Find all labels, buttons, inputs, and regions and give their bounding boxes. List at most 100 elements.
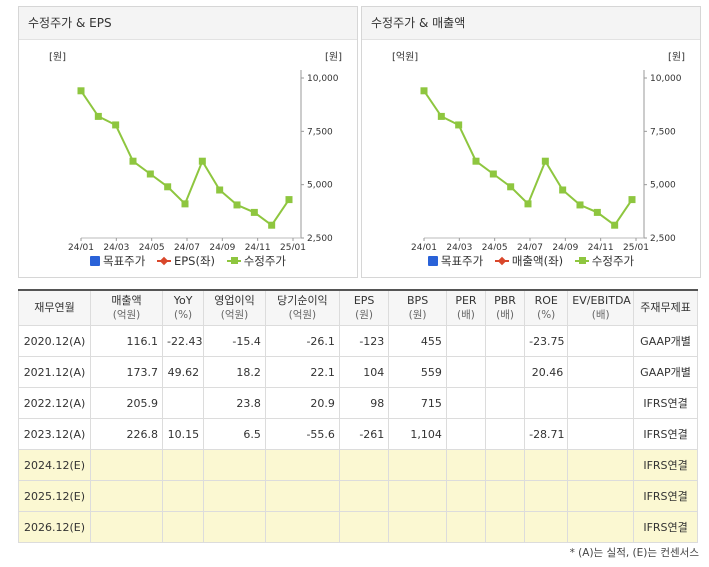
table-cell: 559 [388,356,447,388]
chart-panel-eps: 수정주가 & EPS [원] [원] 10,000 7,500 5,000 2,500 24… [18,6,358,278]
table-cell [203,449,266,481]
table-cell [161,449,205,481]
data-point [216,186,224,194]
table-row: 2023.12(A) 226.8 10.15 6.5 -55.6 -261 1,104 -28… [18,418,698,450]
legend-item-target[interactable]: 목표주가 [427,253,483,269]
legend-item-price[interactable]: 수정주가 [226,253,286,269]
table-cell [567,325,635,357]
table-cell [484,480,526,512]
period-cell: 2020.12(A) [18,325,91,357]
column-header-label: YoY [173,294,193,307]
table-cell [484,356,526,388]
legend-item-eps[interactable]: EPS(좌) [156,253,215,269]
column-header: 영업이익 (억원) [203,289,266,326]
legend-item-target[interactable]: 목표주가 [89,253,145,269]
table-cell: IFRS연결 [633,418,698,450]
table-cell [203,480,266,512]
table-row: 2021.12(A) 173.7 49.62 18.2 22.1 104 559 20.46 G… [18,356,698,388]
table-cell: 226.8 [90,418,163,450]
table-cell [445,449,487,481]
table-cell: -55.6 [264,418,340,450]
column-header-unit: (%) [173,309,193,321]
x-tick-label: 24/03 [446,243,472,250]
table-cell: 49.62 [161,356,205,388]
table-cell: IFRS연결 [633,511,698,543]
table-cell: 455 [388,325,447,357]
y-tick-label: 5,000 [650,181,676,191]
table-cell: -15.4 [203,325,266,357]
column-header-label: 주재무제표 [640,301,691,314]
table-row: 2022.12(A) 205.9 23.8 20.9 98 715 IFRS연결 [18,387,698,419]
data-point [146,170,154,178]
table-cell [445,418,487,450]
table-cell [484,387,526,419]
y-tick-label: 7,500 [650,127,676,137]
table-cell [161,511,205,543]
column-header-unit: (%) [537,309,556,321]
table-cell [445,511,487,543]
table-cell [484,418,526,450]
column-header-unit: (배) [457,309,475,321]
table-cell [567,480,635,512]
table-cell: GAAP개별 [633,356,698,388]
table-cell: IFRS연결 [633,449,698,481]
table-cell [90,511,163,543]
data-point [198,157,206,165]
table-cell: 20.46 [524,356,569,388]
table-cell [524,480,569,512]
column-header-label: EPS [353,294,375,307]
x-tick-label: 24/07 [517,243,543,250]
x-tick-label: 24/09 [552,243,578,250]
y-tick-label: 2,500 [650,234,676,244]
square-icon [89,256,100,266]
column-header-unit: (원) [408,309,427,321]
column-header-unit: (원) [355,309,374,321]
data-point [233,201,241,209]
column-header: PBR (배) [484,289,526,326]
column-header: ROE (%) [524,289,569,326]
data-point [541,157,549,165]
table-cell: GAAP개별 [633,325,698,357]
column-header-label: 영업이익 [214,294,255,307]
chart-panel-sales: 수정주가 & 매출액 [억원] [원] 10,000 7,500 5,000 2,500 2… [361,6,701,278]
table-cell: -28.71 [524,418,569,450]
column-header-label: 재무연월 [34,301,75,314]
data-point [628,196,636,204]
chart-eps-plot: [원] [원] 10,000 7,500 5,000 2,500 24/01 24/03 24/… [49,51,342,250]
table-cell [338,511,390,543]
table-cell [567,511,635,543]
column-header: EV/EBITDA (배) [567,289,635,326]
legend-item-price[interactable]: 수정주가 [574,253,634,269]
line-marker-icon [156,260,171,262]
table-cell [264,511,340,543]
table-cell [161,387,205,419]
table-cell [90,449,163,481]
data-point [576,201,584,209]
x-tick-label: 24/05 [482,243,508,250]
table-row: 2020.12(A) 116.1 -22.43 -15.4 -26.1 -123 455 -2… [18,325,698,357]
column-header: 매출액 (억원) [90,289,163,326]
period-cell: 2023.12(A) [18,418,91,450]
table-cell [445,325,487,357]
table-cell [567,356,635,388]
data-point [524,200,532,208]
column-header-unit: (억원) [112,309,141,321]
legend-item-sales[interactable]: 매출액(좌) [494,253,563,269]
column-header-unit: (배) [496,309,514,321]
right-axis-unit: [원] [325,51,342,63]
y-tick-label: 10,000 [650,74,682,84]
table-cell: -22.43 [161,325,205,357]
square-icon [427,256,438,266]
table-cell [338,449,390,481]
table-cell [388,511,447,543]
table-cell [203,511,266,543]
chart-title: 수정주가 & EPS [19,7,357,40]
line-marker-icon [574,257,589,264]
table-cell [388,449,447,481]
period-cell: 2024.12(E) [18,449,91,481]
line-marker-icon [226,257,241,264]
y-tick-label: 2,500 [307,234,333,244]
data-point [112,121,120,129]
table-cell: 98 [338,387,390,419]
table-cell [567,418,635,450]
